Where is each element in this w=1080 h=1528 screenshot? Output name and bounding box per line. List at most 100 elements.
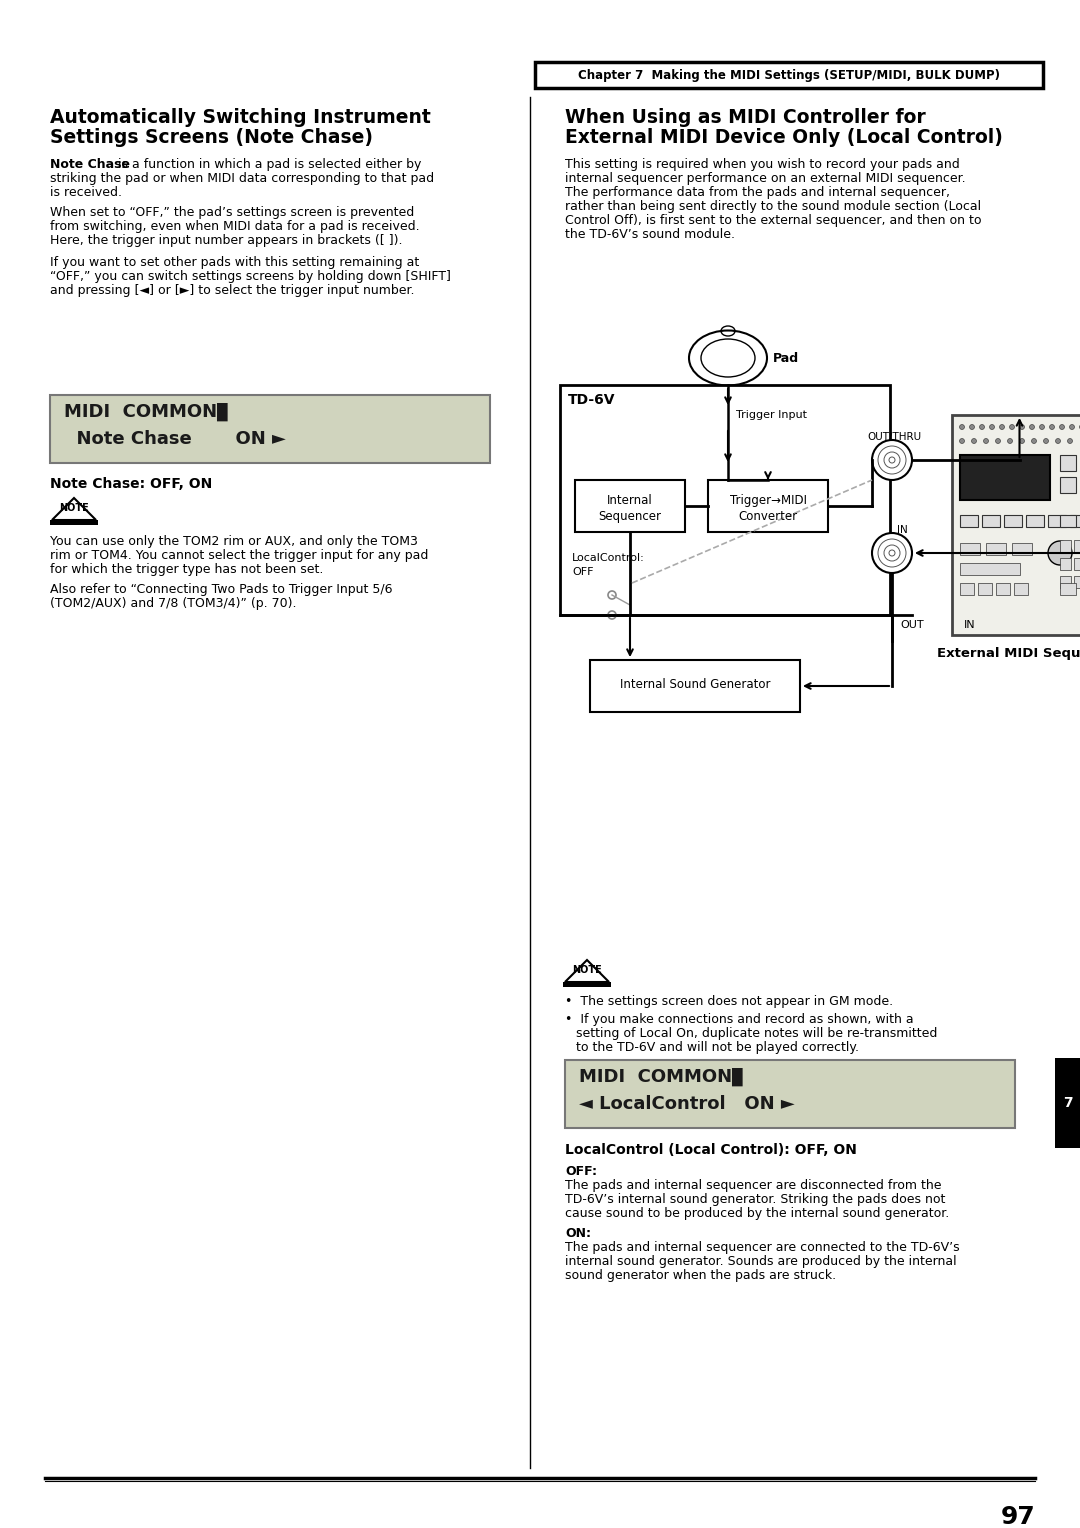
Text: Note Chase: OFF, ON: Note Chase: OFF, ON bbox=[50, 477, 213, 490]
Text: Automatically Switching Instrument: Automatically Switching Instrument bbox=[50, 108, 431, 127]
Bar bbox=[1014, 584, 1028, 594]
Circle shape bbox=[1020, 439, 1025, 443]
Bar bbox=[590, 660, 800, 712]
Bar bbox=[951, 416, 1080, 636]
Bar bbox=[575, 480, 685, 532]
Circle shape bbox=[1055, 439, 1061, 443]
Text: rim or TOM4. You cannot select the trigger input for any pad: rim or TOM4. You cannot select the trigg… bbox=[50, 549, 429, 562]
Bar bbox=[1074, 558, 1080, 570]
Circle shape bbox=[872, 440, 912, 480]
Bar bbox=[565, 1060, 1015, 1128]
Text: sound generator when the pads are struck.: sound generator when the pads are struck… bbox=[565, 1268, 836, 1282]
Text: This setting is required when you wish to record your pads and: This setting is required when you wish t… bbox=[565, 157, 960, 171]
Circle shape bbox=[999, 425, 1004, 429]
Text: You can use only the TOM2 rim or AUX, and only the TOM3: You can use only the TOM2 rim or AUX, an… bbox=[50, 535, 418, 549]
Bar bbox=[1059, 477, 1076, 494]
Text: MIDI  COMMON▊: MIDI COMMON▊ bbox=[64, 403, 231, 422]
Text: The pads and internal sequencer are disconnected from the: The pads and internal sequencer are disc… bbox=[565, 1180, 942, 1192]
Text: striking the pad or when MIDI data corresponding to that pad: striking the pad or when MIDI data corre… bbox=[50, 173, 434, 185]
Text: OUT/THRU: OUT/THRU bbox=[867, 432, 921, 442]
Text: the TD-6V’s sound module.: the TD-6V’s sound module. bbox=[565, 228, 735, 241]
Text: TD-6V’s internal sound generator. Striking the pads does not: TD-6V’s internal sound generator. Striki… bbox=[565, 1193, 945, 1206]
Circle shape bbox=[1020, 425, 1025, 429]
Circle shape bbox=[1069, 425, 1075, 429]
Bar bbox=[1048, 515, 1066, 527]
Bar bbox=[986, 542, 1005, 555]
Text: Also refer to “Connecting Two Pads to Trigger Input 5/6: Also refer to “Connecting Two Pads to Tr… bbox=[50, 584, 392, 596]
Text: MIDI  COMMON▊: MIDI COMMON▊ bbox=[579, 1068, 746, 1086]
Text: 97: 97 bbox=[1000, 1505, 1035, 1528]
Circle shape bbox=[1059, 425, 1065, 429]
Circle shape bbox=[1043, 439, 1049, 443]
Circle shape bbox=[980, 425, 985, 429]
Text: “OFF,” you can switch settings screens by holding down [SHIFT]: “OFF,” you can switch settings screens b… bbox=[50, 270, 450, 283]
Bar bbox=[1070, 515, 1080, 527]
Bar bbox=[1059, 576, 1071, 588]
Circle shape bbox=[1050, 425, 1054, 429]
Text: Internal Sound Generator: Internal Sound Generator bbox=[620, 678, 770, 691]
Bar bbox=[960, 455, 1050, 500]
Text: Note Chase       ON ►: Note Chase ON ► bbox=[64, 429, 286, 448]
Circle shape bbox=[1031, 439, 1037, 443]
Circle shape bbox=[1008, 439, 1013, 443]
Text: TD-6V: TD-6V bbox=[568, 393, 616, 406]
Bar bbox=[708, 480, 828, 532]
Bar bbox=[960, 515, 978, 527]
Text: If you want to set other pads with this setting remaining at: If you want to set other pads with this … bbox=[50, 257, 419, 269]
Bar bbox=[50, 396, 490, 463]
Text: ON:: ON: bbox=[565, 1227, 591, 1241]
Bar bbox=[960, 562, 1020, 575]
Bar bbox=[960, 584, 974, 594]
Bar bbox=[563, 983, 611, 987]
Bar bbox=[1074, 539, 1080, 552]
Text: and pressing [◄] or [►] to select the trigger input number.: and pressing [◄] or [►] to select the tr… bbox=[50, 284, 415, 296]
Text: ◄ LocalControl   ON ►: ◄ LocalControl ON ► bbox=[579, 1096, 795, 1112]
Text: cause sound to be produced by the internal sound generator.: cause sound to be produced by the intern… bbox=[565, 1207, 949, 1219]
Bar bbox=[1004, 515, 1022, 527]
Text: Chapter 7  Making the MIDI Settings (SETUP/MIDI, BULK DUMP): Chapter 7 Making the MIDI Settings (SETU… bbox=[578, 69, 1000, 81]
Text: OUT: OUT bbox=[900, 620, 923, 630]
Text: for which the trigger type has not been set.: for which the trigger type has not been … bbox=[50, 562, 323, 576]
Circle shape bbox=[1067, 439, 1072, 443]
Text: OFF:: OFF: bbox=[565, 1164, 597, 1178]
Circle shape bbox=[959, 439, 964, 443]
Circle shape bbox=[872, 533, 912, 573]
Bar bbox=[561, 385, 890, 614]
Bar bbox=[1059, 455, 1076, 471]
Text: Settings Screens (Note Chase): Settings Screens (Note Chase) bbox=[50, 128, 373, 147]
Text: When Using as MIDI Controller for: When Using as MIDI Controller for bbox=[565, 108, 926, 127]
Text: When set to “OFF,” the pad’s settings screen is prevented: When set to “OFF,” the pad’s settings sc… bbox=[50, 206, 415, 219]
Text: LocalControl (Local Control): OFF, ON: LocalControl (Local Control): OFF, ON bbox=[565, 1143, 856, 1157]
Circle shape bbox=[970, 425, 974, 429]
Circle shape bbox=[1010, 425, 1014, 429]
Bar bbox=[996, 584, 1010, 594]
Text: The performance data from the pads and internal sequencer,: The performance data from the pads and i… bbox=[565, 186, 950, 199]
Circle shape bbox=[959, 425, 964, 429]
Bar bbox=[1059, 539, 1071, 552]
Circle shape bbox=[972, 439, 976, 443]
Circle shape bbox=[989, 425, 995, 429]
Text: internal sound generator. Sounds are produced by the internal: internal sound generator. Sounds are pro… bbox=[565, 1254, 957, 1268]
Text: rather than being sent directly to the sound module section (Local: rather than being sent directly to the s… bbox=[565, 200, 981, 212]
Text: Trigger Input: Trigger Input bbox=[735, 410, 807, 420]
Text: •  If you make connections and record as shown, with a: • If you make connections and record as … bbox=[565, 1013, 914, 1025]
Text: Internal: Internal bbox=[607, 494, 653, 507]
Text: The pads and internal sequencer are connected to the TD-6V’s: The pads and internal sequencer are conn… bbox=[565, 1241, 960, 1254]
Text: Pad: Pad bbox=[773, 351, 799, 365]
Text: is received.: is received. bbox=[50, 186, 122, 199]
Text: Here, the trigger input number appears in brackets ([ ]).: Here, the trigger input number appears i… bbox=[50, 234, 403, 248]
Text: NOTE: NOTE bbox=[59, 503, 89, 513]
Bar bbox=[978, 584, 993, 594]
Text: to the TD-6V and will not be played correctly.: to the TD-6V and will not be played corr… bbox=[576, 1041, 859, 1054]
Bar bbox=[1012, 542, 1032, 555]
Bar bbox=[982, 515, 1000, 527]
Text: External MIDI Sequencer: External MIDI Sequencer bbox=[936, 646, 1080, 660]
Bar bbox=[535, 63, 1043, 89]
Text: OFF: OFF bbox=[572, 567, 594, 578]
Circle shape bbox=[1029, 425, 1035, 429]
Bar bbox=[1059, 584, 1076, 594]
Text: Converter: Converter bbox=[739, 510, 797, 523]
Circle shape bbox=[1048, 541, 1072, 565]
Bar bbox=[50, 520, 98, 526]
Bar bbox=[1059, 515, 1076, 527]
